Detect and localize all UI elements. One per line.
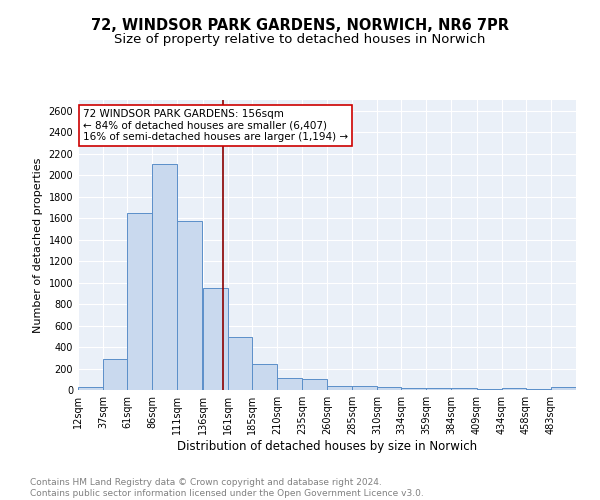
Bar: [78, 388, 103, 390]
Bar: [327, 386, 352, 390]
Bar: [178, 222, 202, 390]
Bar: [103, 359, 127, 390]
Bar: [451, 388, 476, 390]
Text: Size of property relative to detached houses in Norwich: Size of property relative to detached ho…: [115, 32, 485, 46]
Text: 72, WINDSOR PARK GARDENS, NORWICH, NR6 7PR: 72, WINDSOR PARK GARDENS, NORWICH, NR6 7…: [91, 18, 509, 32]
Bar: [352, 386, 377, 390]
Bar: [377, 388, 401, 390]
X-axis label: Distribution of detached houses by size in Norwich: Distribution of detached houses by size …: [177, 440, 477, 453]
Bar: [551, 388, 576, 390]
Y-axis label: Number of detached properties: Number of detached properties: [33, 158, 43, 332]
Bar: [203, 288, 227, 390]
Bar: [427, 388, 451, 390]
Bar: [152, 164, 178, 390]
Bar: [251, 364, 277, 390]
Text: Contains HM Land Registry data © Crown copyright and database right 2024.
Contai: Contains HM Land Registry data © Crown c…: [30, 478, 424, 498]
Bar: [227, 338, 251, 390]
Bar: [401, 388, 427, 390]
Bar: [502, 388, 526, 390]
Bar: [127, 213, 152, 390]
Bar: [302, 380, 327, 390]
Text: 72 WINDSOR PARK GARDENS: 156sqm
← 84% of detached houses are smaller (6,407)
16%: 72 WINDSOR PARK GARDENS: 156sqm ← 84% of…: [83, 108, 348, 142]
Bar: [277, 378, 302, 390]
